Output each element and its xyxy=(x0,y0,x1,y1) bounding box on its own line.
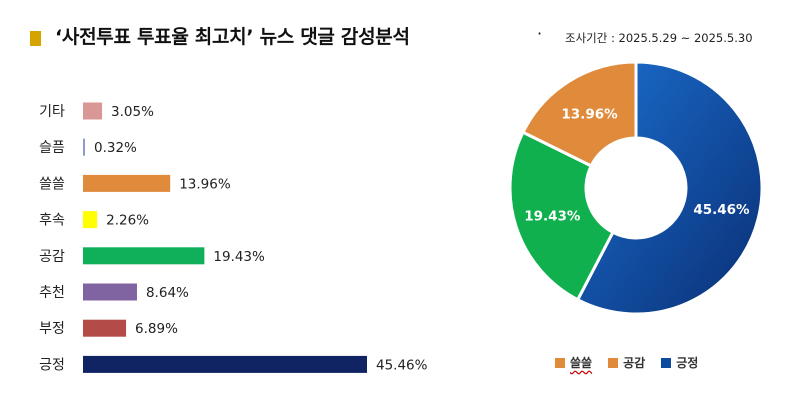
bar-7 xyxy=(83,355,367,373)
category-label: 기타 xyxy=(39,104,65,120)
category-label: 슬픔 xyxy=(39,140,65,156)
category-label: 추천 xyxy=(39,285,65,301)
bar-3 xyxy=(83,211,98,229)
data-label: 13.96% xyxy=(179,176,231,192)
donut-slice-0 xyxy=(520,60,638,168)
slice-label: 13.96% xyxy=(561,106,618,122)
category-label: 후속 xyxy=(39,213,65,229)
chart-title: ‘사전투표 투표율 최고치’ 뉴스 댓글 감성분석 xyxy=(55,26,410,48)
category-label: 쓸쓸 xyxy=(39,176,65,192)
category-label: 공감 xyxy=(39,249,65,265)
slice-label: 19.43% xyxy=(524,208,581,224)
data-label: 2.26% xyxy=(106,213,149,229)
legend-label: 긍정 xyxy=(676,356,699,370)
data-label: 3.05% xyxy=(111,104,154,120)
data-label: 6.89% xyxy=(135,321,178,337)
legend-swatch xyxy=(608,357,619,368)
title-marker xyxy=(30,31,41,46)
title-dot: · xyxy=(537,24,543,43)
data-label: 8.64% xyxy=(146,285,189,301)
bar-1 xyxy=(83,138,85,156)
donut-slice-1 xyxy=(508,130,615,302)
bar-chart: 기타 3.05% 슬픔 0.32% 쓸쓸 13.96% 후속 2.26% 공감 19.43% 추천 8… xyxy=(39,102,428,373)
legend-swatch xyxy=(555,357,565,368)
legend-swatch xyxy=(661,357,672,368)
survey-period: 조사기간 : 2025.5.29 ~ 2025.5.30 xyxy=(565,31,753,45)
data-label: 0.32% xyxy=(94,140,137,156)
category-label: 부정 xyxy=(39,321,65,337)
category-label: 긍정 xyxy=(39,357,65,373)
legend-item: 긍정 xyxy=(661,354,698,371)
legend-item: 쓸쓸 xyxy=(555,354,592,371)
data-label: 19.43% xyxy=(213,249,265,265)
bar-5 xyxy=(83,283,137,301)
legend-label: 공감 xyxy=(623,356,646,370)
data-label: 45.46% xyxy=(376,357,428,373)
donut-slice-2 xyxy=(575,60,764,316)
bar-4 xyxy=(83,247,205,265)
bar-0 xyxy=(83,102,103,120)
legend-label: 쓸쓸 xyxy=(570,356,593,370)
bar-6 xyxy=(83,319,127,337)
legend-item: 공감 xyxy=(608,354,645,371)
donut-legend: 쓸쓸 공감 긍정 xyxy=(555,354,698,371)
donut-chart: 45.46% 19.43% 13.96% xyxy=(508,60,764,316)
bar-2 xyxy=(83,174,171,192)
slice-label: 45.46% xyxy=(693,202,750,218)
